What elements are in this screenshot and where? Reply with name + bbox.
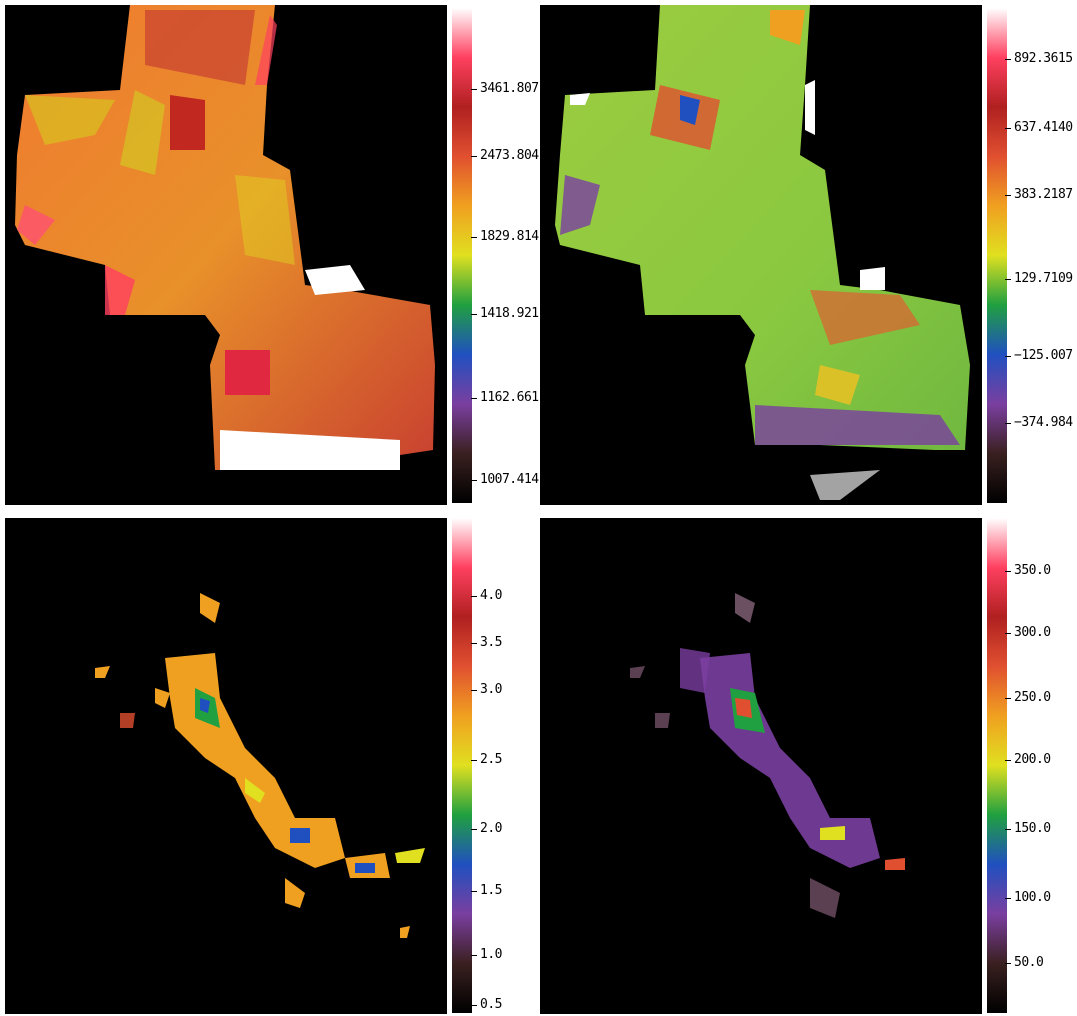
colorbar-tick-label: 1162.661: [471, 390, 539, 406]
colorbar-tick-label: 0.5: [471, 996, 502, 1012]
colorbar-tick-label: 350.0: [1005, 563, 1051, 579]
colorbar-tick-label: 4.0: [471, 588, 502, 604]
colorbar-tick-label: 3.5: [471, 635, 502, 651]
colorbar-tick-label: 250.0: [1005, 689, 1051, 705]
colorbar-tick-label: 383.2187: [1005, 187, 1073, 203]
colorbar-ticks-top-right: 892.3615 637.4140 383.2187 129.7109 −125.007…: [1005, 8, 1077, 503]
colorbar-ticks-top-left: 3461.807 2473.804 1829.814 1418.921 1162.661…: [471, 8, 540, 503]
colorbar-ticks-bottom-left: 4.0 3.5 3.0 2.5 2.0 1.5 1.0 0.5: [471, 518, 540, 1013]
colorbar-tick-label: 3.0: [471, 682, 502, 698]
colorbar-tick-label: 1007.414: [471, 471, 539, 487]
colorbar-tick-label: 637.4140: [1005, 120, 1073, 136]
map-image-bottom-right: [540, 518, 982, 1014]
colorbar-tick-label: −374.984: [1005, 414, 1073, 430]
colorbar-bottom-right: [987, 518, 1007, 1013]
colorbar-tick-label: 150.0: [1005, 820, 1051, 836]
colorbar-ticks-bottom-right: 350.0 300.0 250.0 200.0 150.0 100.0 50.0: [1004, 518, 1077, 1013]
colorbar-bottom-left: [452, 518, 472, 1013]
colorbar-tick-label: 1829.814: [471, 229, 539, 245]
colorbar-tick-label: 1.5: [471, 882, 502, 898]
colorbar-tick-label: 50.0: [1004, 954, 1044, 970]
colorbar-tick-label: 1.0: [471, 947, 502, 963]
colorbar-tick-label: −125.007: [1005, 347, 1073, 363]
colorbar-tick-label: 2.5: [471, 751, 502, 767]
colorbar-top-right: [987, 8, 1007, 503]
colorbar-top-left: [452, 8, 472, 503]
colorbar-tick-label: 200.0: [1005, 751, 1051, 767]
colorbar-tick-label: 300.0: [1005, 625, 1051, 641]
colorbar-tick-label: 3461.807: [471, 80, 539, 96]
colorbar-tick-label: 100.0: [1005, 890, 1051, 906]
colorbar-tick-label: 2.0: [471, 820, 502, 836]
map-image-bottom-left: [5, 518, 447, 1014]
colorbar-tick-label: 1418.921: [471, 305, 539, 321]
map-image-top-right: [540, 5, 982, 505]
colorbar-tick-label: 2473.804: [471, 147, 539, 163]
colorbar-tick-label: 129.7109: [1005, 271, 1073, 287]
map-image-top-left: [5, 5, 447, 505]
colorbar-tick-label: 892.3615: [1005, 50, 1073, 66]
